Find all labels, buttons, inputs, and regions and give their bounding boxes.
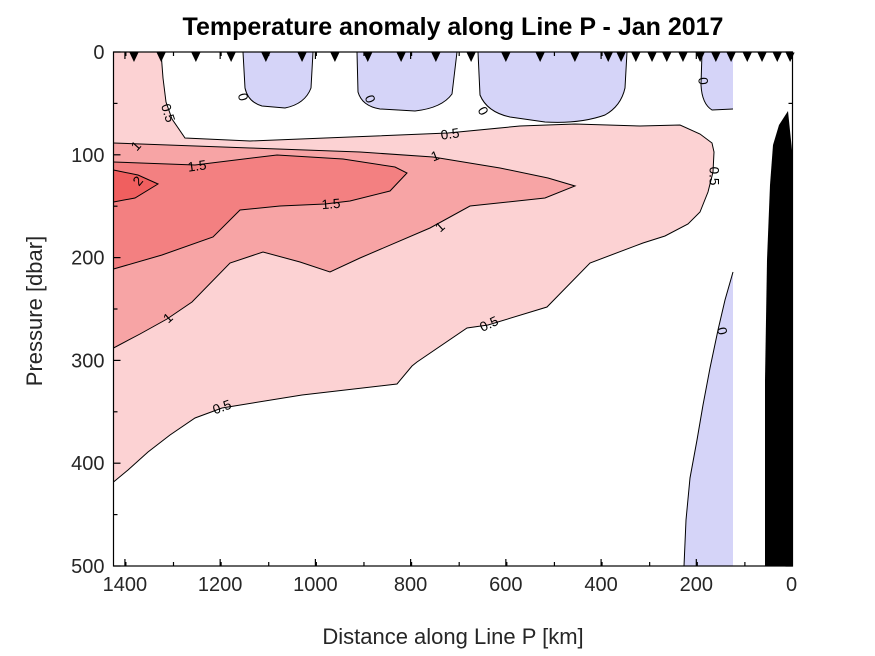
station-marker-icon bbox=[662, 52, 672, 62]
station-marker-icon bbox=[678, 52, 688, 62]
contour-label: 0.5 bbox=[440, 125, 461, 142]
x-tick-label: 600 bbox=[489, 574, 522, 596]
contour-line-1.5 bbox=[113, 154, 408, 270]
x-tick-label: 0 bbox=[786, 574, 797, 596]
station-marker-icon bbox=[631, 52, 641, 62]
contour-label: 1.5 bbox=[187, 157, 208, 174]
y-tick-label: 200 bbox=[71, 248, 104, 270]
station-marker-icon bbox=[785, 52, 795, 62]
contour-band-below_0 bbox=[243, 52, 313, 108]
y-tick-label: 0 bbox=[93, 42, 104, 64]
contour-line-0.5 bbox=[113, 51, 715, 483]
x-tick-label: 1400 bbox=[103, 574, 148, 596]
contour-label: 0 bbox=[235, 91, 251, 102]
station-marker-icon bbox=[772, 52, 782, 62]
contour-band-below_0 bbox=[478, 52, 627, 123]
contour-label: 1.5 bbox=[321, 196, 341, 213]
station-marker-icon bbox=[466, 52, 476, 62]
contour-label: 0.5 bbox=[211, 397, 234, 418]
y-tick-label: 500 bbox=[71, 556, 104, 578]
station-marker-icon bbox=[226, 52, 236, 62]
contour-label: 0 bbox=[695, 77, 711, 86]
x-tick-label: 1000 bbox=[293, 574, 338, 596]
station-marker-icon bbox=[726, 52, 736, 62]
contour-line-2 bbox=[113, 169, 160, 203]
x-tick-label: 200 bbox=[680, 574, 713, 596]
bathymetry-region bbox=[765, 111, 793, 566]
station-marker-icon bbox=[535, 52, 545, 62]
station-marker-icon bbox=[757, 52, 767, 62]
chart-title: Temperature anomaly along Line P - Jan 2… bbox=[182, 13, 724, 41]
contour-label: 0 bbox=[714, 326, 730, 336]
contour-line-0 bbox=[477, 51, 628, 123]
station-marker-icon bbox=[647, 52, 657, 62]
contour-band-below_0 bbox=[357, 52, 457, 111]
x-tick-label: 400 bbox=[584, 574, 617, 596]
contour-line-0 bbox=[356, 51, 458, 112]
contour-band-below_0 bbox=[684, 272, 733, 566]
contour-label: 0.5 bbox=[158, 102, 178, 124]
x-tick-label: 1200 bbox=[198, 574, 243, 596]
station-marker-icon bbox=[742, 52, 752, 62]
station-marker-icon bbox=[431, 52, 441, 62]
y-tick-label: 300 bbox=[71, 350, 104, 372]
station-marker-icon bbox=[616, 52, 626, 62]
contour-label: 0.5 bbox=[477, 313, 500, 335]
y-tick-label: 400 bbox=[71, 453, 104, 475]
station-marker-icon bbox=[711, 52, 721, 62]
contour-band-above_2 bbox=[113, 170, 158, 202]
station-marker-icon bbox=[396, 52, 406, 62]
contour-line-0 bbox=[242, 51, 314, 109]
station-marker-icon bbox=[363, 52, 373, 62]
x-tick-label: 800 bbox=[394, 574, 427, 596]
contour-band-1.5_to_2 bbox=[113, 155, 407, 269]
contour-line-0 bbox=[683, 271, 734, 567]
contour-band-below_0 bbox=[701, 52, 733, 110]
station-marker-icon bbox=[695, 52, 705, 62]
station-marker-icon bbox=[501, 52, 511, 62]
station-marker-icon bbox=[261, 52, 271, 62]
station-marker-icon bbox=[297, 52, 307, 62]
station-marker-icon bbox=[156, 52, 166, 62]
contour-line-0 bbox=[700, 51, 734, 111]
station-marker-icon bbox=[129, 52, 139, 62]
station-marker-icon bbox=[570, 52, 580, 62]
station-marker-icon bbox=[191, 52, 201, 62]
contour-line-1 bbox=[113, 142, 577, 349]
x-axis-label: Distance along Line P [km] bbox=[322, 624, 584, 649]
contour-label: 0 bbox=[475, 104, 492, 118]
station-marker-icon bbox=[330, 52, 340, 62]
y-tick-label: 100 bbox=[71, 145, 104, 167]
station-marker-icon bbox=[603, 52, 613, 62]
contour-label: 0.5 bbox=[707, 167, 722, 186]
